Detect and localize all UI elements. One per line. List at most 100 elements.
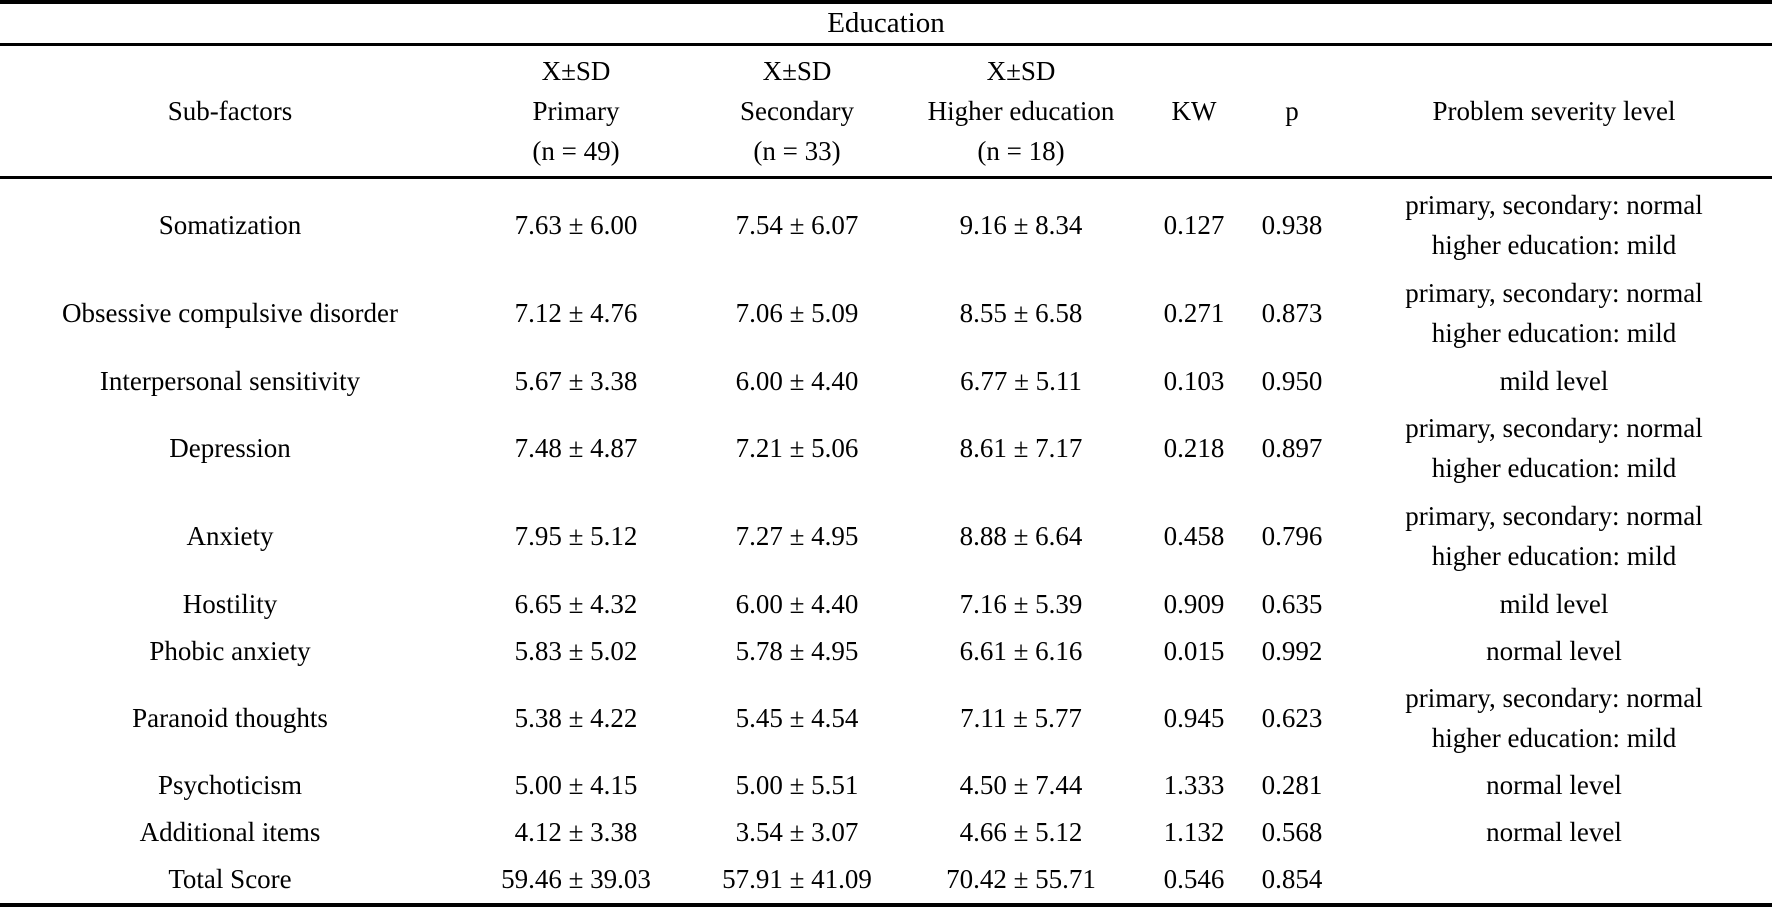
table-row: Interpersonal sensitivity 5.67 ± 3.38 6.… <box>0 357 1772 404</box>
secondary-value: 57.91 ± 41.09 <box>722 864 872 895</box>
p-value: 0.568 <box>1261 817 1323 848</box>
primary-value: 5.38 ± 4.22 <box>514 702 638 733</box>
kw-value: 0.546 <box>1163 864 1225 895</box>
table-row: Paranoid thoughts 5.38 ± 4.22 5.45 ± 4.5… <box>0 674 1772 762</box>
p-value: 0.796 <box>1261 521 1323 552</box>
column-header-row: Sub-factors X±SD Primary (n = 49) X±SD S… <box>0 44 1772 179</box>
table-row: Obsessive compulsive disorder 7.12 ± 4.7… <box>0 269 1772 357</box>
secondary-value: 5.00 ± 5.51 <box>735 770 859 801</box>
severity-line-1: primary, secondary: normal <box>1405 682 1703 713</box>
col-header-p: p <box>1248 44 1336 179</box>
sub-factor-name: Anxiety <box>186 521 274 552</box>
severity-line-2: higher education: mild <box>1431 541 1677 572</box>
severity-cell: primary, secondary: normal higher educat… <box>1336 492 1772 580</box>
severity-cell: normal level <box>1336 762 1772 809</box>
p-value: 0.897 <box>1261 433 1323 464</box>
kw-value: 1.132 <box>1163 817 1225 848</box>
kw-value: 0.458 <box>1163 521 1225 552</box>
group-n: (n = 18) <box>977 135 1065 166</box>
col-header-sub-factors: Sub-factors <box>0 44 460 179</box>
sub-factor-name: Paranoid thoughts <box>132 702 328 733</box>
table-row: Psychoticism 5.00 ± 4.15 5.00 ± 5.51 4.5… <box>0 762 1772 809</box>
higher-education-value: 6.77 ± 5.11 <box>960 365 1082 396</box>
primary-value: 7.63 ± 6.00 <box>514 210 638 241</box>
p-value: 0.854 <box>1261 864 1323 895</box>
higher-education-value: 70.42 ± 55.71 <box>946 864 1096 895</box>
severity-cell: primary, secondary: normal higher educat… <box>1336 269 1772 357</box>
table-title: Education <box>0 2 1772 46</box>
primary-value: 7.95 ± 5.12 <box>514 521 638 552</box>
kw-value: 1.333 <box>1163 770 1225 801</box>
higher-education-value: 8.55 ± 6.58 <box>959 298 1083 329</box>
primary-value: 59.46 ± 39.03 <box>501 864 651 895</box>
secondary-value: 7.06 ± 5.09 <box>735 298 859 329</box>
higher-education-value: 7.16 ± 5.39 <box>959 588 1083 619</box>
table-row: Depression 7.48 ± 4.87 7.21 ± 5.06 8.61 … <box>0 404 1772 492</box>
measure-label: X±SD <box>986 55 1056 86</box>
kw-value: 0.909 <box>1163 588 1225 619</box>
kw-value: 0.218 <box>1163 433 1225 464</box>
kw-value: 0.127 <box>1163 210 1225 241</box>
severity-cell: mild level <box>1336 580 1772 627</box>
kw-value: 0.271 <box>1163 298 1225 329</box>
severity-line-1: primary, secondary: normal <box>1405 278 1703 309</box>
table-row: Anxiety 7.95 ± 5.12 7.27 ± 4.95 8.88 ± 6… <box>0 492 1772 580</box>
p-value: 0.281 <box>1261 770 1323 801</box>
sub-factor-name: Somatization <box>158 210 302 241</box>
severity-line-2: higher education: mild <box>1431 453 1677 484</box>
severity-line-1: primary, secondary: normal <box>1405 501 1703 532</box>
severity-cell: normal level <box>1336 809 1772 856</box>
severity-line-2: higher education: mild <box>1431 230 1677 261</box>
col-header-primary: X±SD Primary (n = 49) <box>460 44 692 179</box>
table-row: Phobic anxiety 5.83 ± 5.02 5.78 ± 4.95 6… <box>0 627 1772 674</box>
secondary-value: 5.45 ± 4.54 <box>735 702 859 733</box>
severity-cell: normal level <box>1336 627 1772 674</box>
higher-education-value: 4.66 ± 5.12 <box>959 817 1083 848</box>
table-row: Total Score 59.46 ± 39.03 57.91 ± 41.09 … <box>0 856 1772 905</box>
p-value: 0.992 <box>1261 635 1323 666</box>
higher-education-value: 6.61 ± 6.16 <box>959 635 1083 666</box>
higher-education-value: 8.88 ± 6.64 <box>959 521 1083 552</box>
col-header-severity: Problem severity level <box>1336 44 1772 179</box>
severity-line-1: mild level <box>1499 588 1609 619</box>
measure-label: X±SD <box>541 55 611 86</box>
higher-education-value: 4.50 ± 7.44 <box>959 770 1083 801</box>
severity-line-1: primary, secondary: normal <box>1405 190 1703 221</box>
primary-value: 7.12 ± 4.76 <box>514 298 638 329</box>
table-row: Additional items 4.12 ± 3.38 3.54 ± 3.07… <box>0 809 1772 856</box>
severity-cell: primary, secondary: normal higher educat… <box>1336 177 1772 269</box>
severity-cell: mild level <box>1336 357 1772 404</box>
table-row: Hostility 6.65 ± 4.32 6.00 ± 4.40 7.16 ±… <box>0 580 1772 627</box>
p-value: 0.950 <box>1261 365 1323 396</box>
primary-value: 5.83 ± 5.02 <box>514 635 638 666</box>
secondary-value: 7.27 ± 4.95 <box>735 521 859 552</box>
kw-value: 0.103 <box>1163 365 1225 396</box>
col-header-higher-education: X±SD Higher education (n = 18) <box>902 44 1140 179</box>
severity-line-1: primary, secondary: normal <box>1405 413 1703 444</box>
secondary-value: 3.54 ± 3.07 <box>735 817 859 848</box>
sub-factor-name: Interpersonal sensitivity <box>99 365 361 396</box>
severity-line-2: higher education: mild <box>1431 318 1677 349</box>
measure-label: X±SD <box>762 55 832 86</box>
severity-line-1: normal level <box>1486 635 1622 666</box>
kw-value: 0.945 <box>1163 702 1225 733</box>
primary-value: 5.67 ± 3.38 <box>514 365 638 396</box>
severity-line-1: normal level <box>1486 770 1622 801</box>
group-n: (n = 33) <box>753 135 841 166</box>
primary-value: 6.65 ± 4.32 <box>514 588 638 619</box>
secondary-value: 6.00 ± 4.40 <box>735 588 859 619</box>
primary-value: 4.12 ± 3.38 <box>514 817 638 848</box>
table-title-row: Education <box>0 2 1772 46</box>
secondary-value: 5.78 ± 4.95 <box>735 635 859 666</box>
table-row: Somatization 7.63 ± 6.00 7.54 ± 6.07 9.1… <box>0 177 1772 269</box>
col-header-secondary: X±SD Secondary (n = 33) <box>692 44 902 179</box>
sub-factor-name: Obsessive compulsive disorder <box>62 298 398 329</box>
higher-education-value: 9.16 ± 8.34 <box>959 210 1083 241</box>
higher-education-value: 8.61 ± 7.17 <box>959 433 1083 464</box>
p-value: 0.938 <box>1261 210 1323 241</box>
p-value: 0.635 <box>1261 588 1323 619</box>
sub-factor-name: Total Score <box>168 864 292 895</box>
sub-factor-name: Additional items <box>139 817 321 848</box>
